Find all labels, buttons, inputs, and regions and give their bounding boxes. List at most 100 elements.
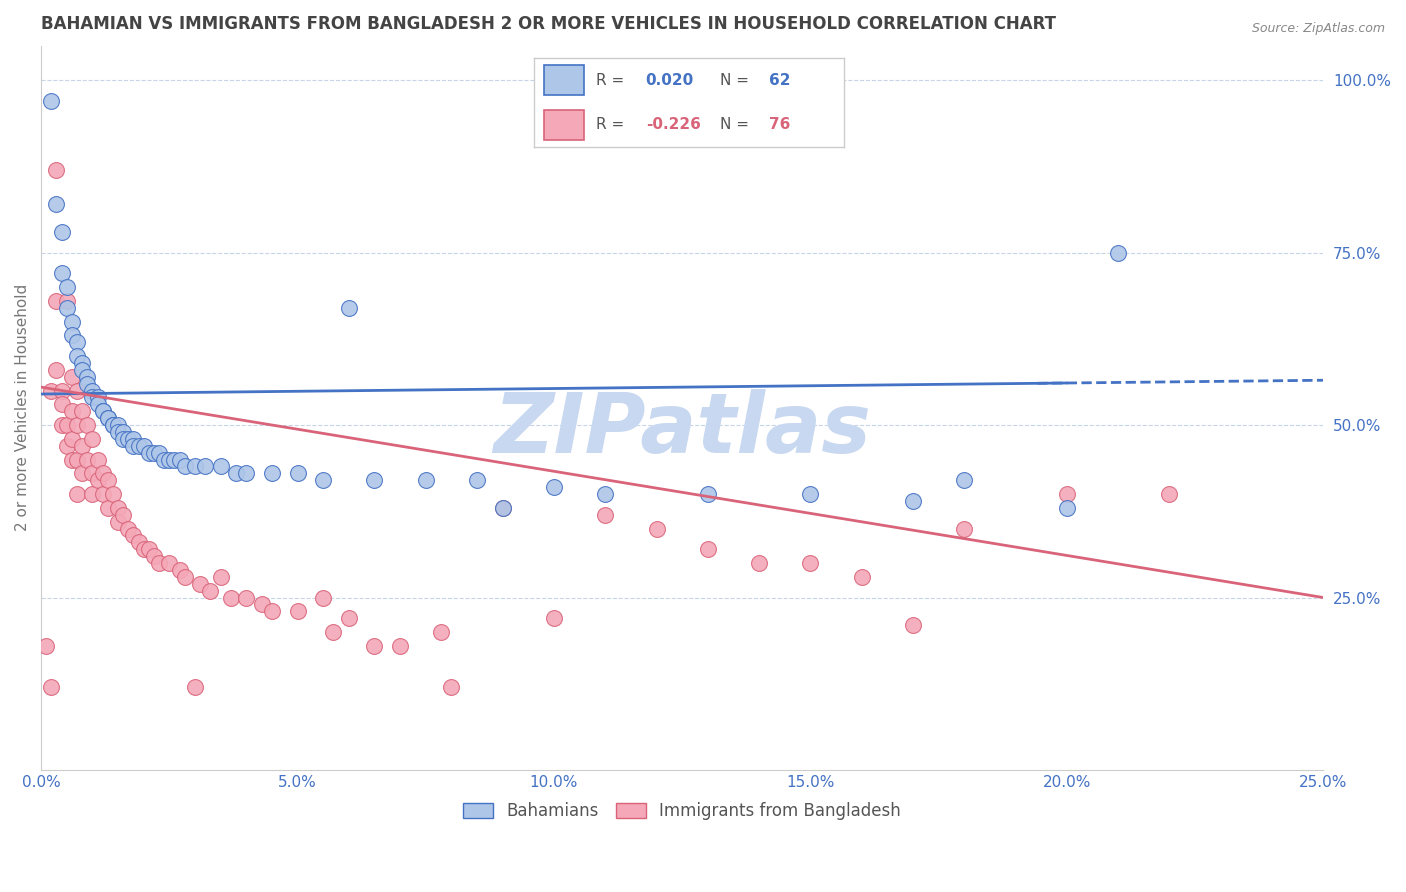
Point (122, 432, 145, 446)
Point (363, 639, 385, 653)
Point (128, 535, 150, 549)
Point (70, 467, 93, 481)
Point (66, 349, 89, 363)
Y-axis label: 2 or more Vehicles in Household: 2 or more Vehicles in Household (15, 285, 30, 532)
Point (60, 328, 83, 343)
Point (86, 473, 108, 487)
Point (430, 625, 453, 640)
Point (953, 473, 976, 487)
Point (66, 452, 89, 467)
Point (696, 487, 718, 501)
Point (45, 162, 67, 177)
Point (593, 508, 616, 522)
Point (41, 680, 63, 694)
Point (260, 604, 283, 618)
FancyBboxPatch shape (544, 110, 583, 140)
Point (132, 542, 155, 557)
Point (122, 528, 145, 542)
Point (76, 369, 98, 384)
Point (107, 515, 129, 529)
Point (142, 445, 165, 459)
Point (107, 418, 129, 433)
Point (260, 467, 283, 481)
Point (169, 452, 191, 467)
Point (953, 522, 976, 536)
Point (492, 500, 515, 515)
Point (101, 487, 124, 501)
Point (163, 452, 186, 467)
Point (492, 500, 515, 515)
Point (82, 384, 104, 398)
Point (200, 583, 222, 598)
Point (148, 556, 170, 570)
Point (51, 397, 73, 411)
Point (51, 266, 73, 280)
Point (122, 439, 145, 453)
Point (51, 225, 73, 239)
Point (66, 487, 89, 501)
Point (312, 473, 335, 487)
Point (35, 639, 58, 653)
Point (169, 563, 191, 577)
Point (593, 487, 616, 501)
Point (55, 301, 77, 315)
Point (70, 439, 93, 453)
Point (645, 522, 668, 536)
Text: 0.020: 0.020 (645, 73, 695, 87)
Point (287, 604, 309, 618)
Point (107, 500, 129, 515)
Point (157, 452, 180, 467)
Text: 76: 76 (769, 118, 790, 132)
Point (696, 542, 718, 557)
Point (157, 556, 180, 570)
Point (225, 467, 247, 481)
Point (66, 418, 89, 433)
Text: N =: N = (720, 118, 749, 132)
Point (184, 459, 207, 474)
Point (66, 335, 89, 350)
Point (235, 467, 257, 481)
Point (76, 418, 98, 433)
Point (188, 576, 211, 591)
Point (465, 473, 488, 487)
Point (60, 369, 83, 384)
Point (1107, 245, 1129, 260)
Point (60, 404, 83, 418)
Point (91, 487, 114, 501)
Point (219, 591, 242, 605)
Point (76, 452, 98, 467)
Point (851, 570, 873, 584)
Point (55, 418, 77, 433)
Point (322, 625, 344, 640)
Point (51, 418, 73, 433)
Point (799, 556, 821, 570)
Point (70, 363, 93, 377)
Point (86, 391, 108, 405)
Point (45, 197, 67, 211)
Point (107, 425, 129, 439)
Point (138, 542, 160, 557)
Point (91, 404, 114, 418)
Point (112, 508, 135, 522)
Point (66, 384, 89, 398)
Point (41, 384, 63, 398)
Text: -0.226: -0.226 (645, 118, 700, 132)
Point (337, 301, 360, 315)
Text: R =: R = (596, 118, 624, 132)
Point (97, 411, 120, 425)
Point (209, 570, 232, 584)
Point (82, 391, 104, 405)
Point (799, 487, 821, 501)
Text: 62: 62 (769, 73, 790, 87)
Point (153, 452, 176, 467)
Point (128, 439, 150, 453)
Point (1159, 487, 1181, 501)
Point (337, 611, 360, 625)
Point (235, 591, 257, 605)
Point (41, 94, 63, 108)
Point (194, 459, 217, 474)
Point (55, 280, 77, 294)
Point (101, 418, 124, 433)
Point (142, 549, 165, 563)
Point (440, 680, 463, 694)
